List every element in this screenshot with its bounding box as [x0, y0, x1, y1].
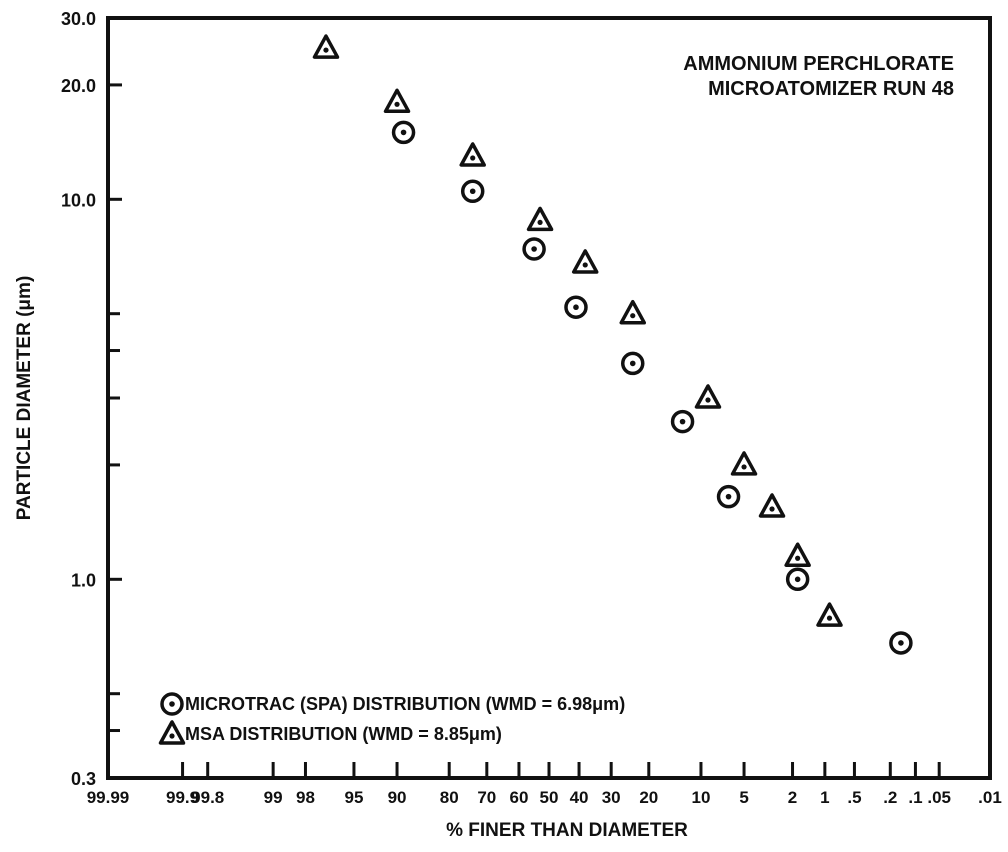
legend-triangle-marker	[158, 720, 186, 745]
x-tick-label: 90	[388, 788, 407, 807]
y-tick-label: 10.0	[61, 190, 96, 210]
x-tick-label: 99.9	[166, 788, 199, 807]
y-axis-label: PARTICLE DIAMETER (μm)	[14, 276, 35, 521]
chart-subtitle: MICROATOMIZER RUN 48	[708, 78, 954, 100]
x-tick-label: 30	[602, 788, 621, 807]
legend-circle-marker	[160, 692, 184, 716]
data-point-microtrac	[391, 120, 416, 145]
x-tick-label: 70	[477, 788, 496, 807]
chart-title: AMMONIUM PERCHLORATE	[683, 53, 954, 75]
data-point-microtrac	[460, 179, 485, 204]
x-tick-label: .1	[908, 788, 922, 807]
x-tick-label: .5	[847, 788, 861, 807]
x-tick-label: 99.8	[191, 788, 224, 807]
x-tick-label: 80	[440, 788, 459, 807]
data-marks	[312, 34, 913, 655]
legend-marker-msa	[158, 720, 186, 745]
x-tick-label: .05	[927, 788, 951, 807]
data-point-msa	[784, 542, 811, 567]
x-tick-label: 40	[570, 788, 589, 807]
x-tick-label: 98	[296, 788, 315, 807]
x-tick-label: 5	[739, 788, 748, 807]
data-point-microtrac	[889, 631, 913, 655]
data-point-msa	[571, 249, 599, 274]
legend-marker-microtrac	[160, 692, 184, 716]
plot-area	[106, 16, 992, 780]
x-tick-label: .01	[978, 788, 1002, 807]
legend: MICROTRAC (SPA) DISTRIBUTION (WMD = 6.98…	[158, 692, 625, 745]
data-point-msa	[694, 384, 722, 409]
data-point-msa	[459, 142, 486, 167]
x-tick-label: 10	[692, 788, 711, 807]
data-point-msa	[312, 34, 340, 59]
x-tick-label: 99	[264, 788, 283, 807]
x-tick-label: 2	[788, 788, 797, 807]
x-tick-label: 60	[509, 788, 528, 807]
data-point-msa	[619, 299, 647, 325]
data-point-msa	[383, 88, 411, 114]
x-axis-label: % FINER THAN DIAMETER	[446, 820, 688, 841]
data-point-microtrac	[785, 567, 810, 592]
x-tick-label: 99.99	[87, 788, 130, 807]
x-tick-label: 50	[540, 788, 559, 807]
x-axis: 99.99 99.999.8 99 98 95 90 80 70 60 50 40 30 20 10 5 2 1…	[87, 762, 1002, 807]
y-axis: 0.3 1.0 10.0 20.0 30.0	[61, 9, 122, 789]
data-point-microtrac	[522, 237, 546, 261]
data-point-microtrac	[621, 351, 645, 376]
data-point-microtrac	[564, 295, 588, 319]
y-tick-label: 20.0	[61, 76, 96, 96]
legend-label-microtrac: MICROTRAC (SPA) DISTRIBUTION (WMD = 6.98…	[185, 694, 625, 714]
data-point-microtrac	[670, 409, 695, 434]
data-point-msa	[730, 451, 758, 476]
data-point-msa	[758, 493, 786, 518]
x-tick-label: 95	[344, 788, 363, 807]
x-tick-label: 1	[820, 788, 829, 807]
data-point-msa	[816, 602, 843, 627]
data-point-msa	[526, 206, 554, 232]
legend-label-msa: MSA DISTRIBUTION (WMD = 8.85μm)	[185, 724, 502, 744]
x-tick-label: 20	[639, 788, 658, 807]
data-point-microtrac	[716, 484, 741, 509]
y-tick-label: 30.0	[61, 9, 96, 29]
y-tick-label: 1.0	[71, 570, 96, 590]
y-tick-label: 0.3	[71, 769, 96, 789]
x-tick-label: .2	[883, 788, 897, 807]
